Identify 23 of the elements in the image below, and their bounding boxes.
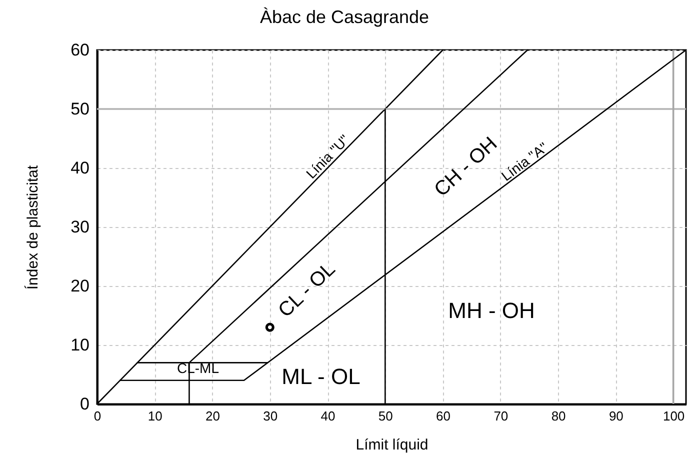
chart-title: Àbac de Casagrande [260,7,430,27]
y-tick-label: 40 [70,158,90,178]
y-tick-label: 30 [70,218,90,236]
x-tick-label: 60 [436,408,451,424]
y-axis-title: Índex de plasticitat [24,164,42,290]
x-tick-label: 30 [263,408,278,424]
x-tick-label: 50 [378,408,393,424]
x-tick-label: 40 [320,408,336,424]
x-axis-title: Límit líquid [356,436,428,454]
x-tick-label: 10 [148,408,162,424]
y-tick-label: 20 [70,276,90,296]
x-tick-label: 70 [494,408,508,424]
x-tick-label: 0 [94,408,102,424]
y-tick-label: 50 [70,100,90,118]
y-tick-label: 10 [70,336,90,354]
x-tick-label: 100 [662,408,685,424]
x-tick-label: 90 [608,408,624,424]
annotation: ML - OL [282,364,360,389]
x-tick-label: 80 [551,408,566,424]
y-tick-label: 60 [70,40,90,60]
annotation: MH - OH [448,298,535,323]
annotation: CL - OL [274,258,340,322]
x-tick-label: 20 [206,408,220,424]
